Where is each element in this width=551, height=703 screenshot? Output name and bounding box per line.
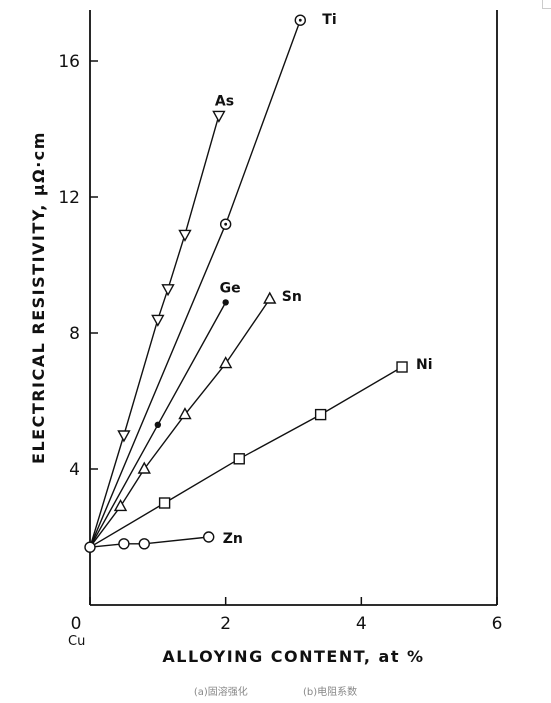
series-label-ge: Ge bbox=[220, 280, 241, 296]
dot-marker bbox=[222, 299, 229, 306]
y-tick-label: 8 bbox=[69, 324, 80, 344]
triangle-down-marker bbox=[151, 314, 165, 327]
series-label-zn: Zn bbox=[223, 531, 243, 547]
chart-series bbox=[84, 14, 408, 553]
triangle-up-marker bbox=[263, 291, 277, 304]
circle-marker bbox=[118, 538, 130, 550]
series-label-as: As bbox=[215, 93, 234, 109]
x-axis-title: ALLOYING CONTENT, at % bbox=[162, 647, 424, 666]
triangle-down-marker bbox=[212, 110, 226, 123]
chart-labels: 0 2 4 6 4 8 12 16 Cu ALLOYING CONTENT, at % ELECTR… bbox=[29, 12, 502, 666]
x-tick-label: 4 bbox=[356, 614, 367, 634]
y-tick-label: 16 bbox=[58, 52, 80, 72]
series-label-ni: Ni bbox=[416, 357, 433, 373]
x-tick-label: 6 bbox=[492, 614, 503, 634]
series-line bbox=[89, 19, 301, 548]
y-tick-label: 4 bbox=[69, 460, 80, 480]
triangle-up-marker bbox=[218, 356, 233, 369]
series-line bbox=[89, 366, 403, 548]
circle-marker bbox=[84, 541, 96, 553]
triangle-down-marker bbox=[117, 430, 131, 443]
x-tick-label: 0 bbox=[71, 614, 82, 634]
series-line bbox=[89, 536, 209, 548]
y-tick-label: 12 bbox=[58, 188, 80, 208]
chart-axes bbox=[89, 10, 498, 606]
origin-label: Cu bbox=[68, 634, 85, 649]
figure-captions: (a)固溶强化 (b)电阻系数 bbox=[0, 683, 551, 698]
caption-a: (a)固溶强化 bbox=[193, 687, 248, 698]
series-ti bbox=[89, 14, 306, 548]
circle-marker bbox=[138, 538, 150, 550]
triangle-up-marker bbox=[137, 461, 151, 474]
triangle-up-marker bbox=[178, 407, 192, 420]
series-as bbox=[89, 110, 226, 548]
x-tick-label: 2 bbox=[220, 614, 231, 634]
caption-b: (b)电阻系数 bbox=[302, 687, 358, 698]
series-line bbox=[89, 115, 220, 548]
triangle-down-marker bbox=[178, 229, 192, 242]
circle-marker bbox=[203, 531, 215, 543]
series-label-sn: Sn bbox=[282, 289, 302, 305]
triangle-down-marker bbox=[161, 284, 175, 297]
series-ge bbox=[89, 299, 229, 548]
square-marker bbox=[158, 497, 171, 509]
y-axis-title: ELECTRICAL RESISTIVITY, μΩ·cm bbox=[29, 131, 48, 464]
series-sn bbox=[89, 291, 277, 548]
square-marker bbox=[233, 453, 245, 465]
series-zn bbox=[89, 531, 215, 550]
square-marker bbox=[314, 408, 327, 421]
square-marker bbox=[396, 361, 408, 373]
resistivity-chart: 0 2 4 6 4 8 12 16 Cu ALLOYING CONTENT, at % ELECTR… bbox=[29, 10, 502, 666]
circle-marker-dot bbox=[298, 18, 302, 22]
circle-marker-dot bbox=[224, 222, 228, 226]
series-label-ti: Ti bbox=[322, 12, 336, 28]
corner-marker bbox=[542, 0, 551, 9]
series-ni bbox=[89, 361, 408, 548]
triangle-up-marker bbox=[113, 498, 128, 512]
dot-marker bbox=[154, 421, 162, 428]
series-line bbox=[89, 298, 271, 548]
